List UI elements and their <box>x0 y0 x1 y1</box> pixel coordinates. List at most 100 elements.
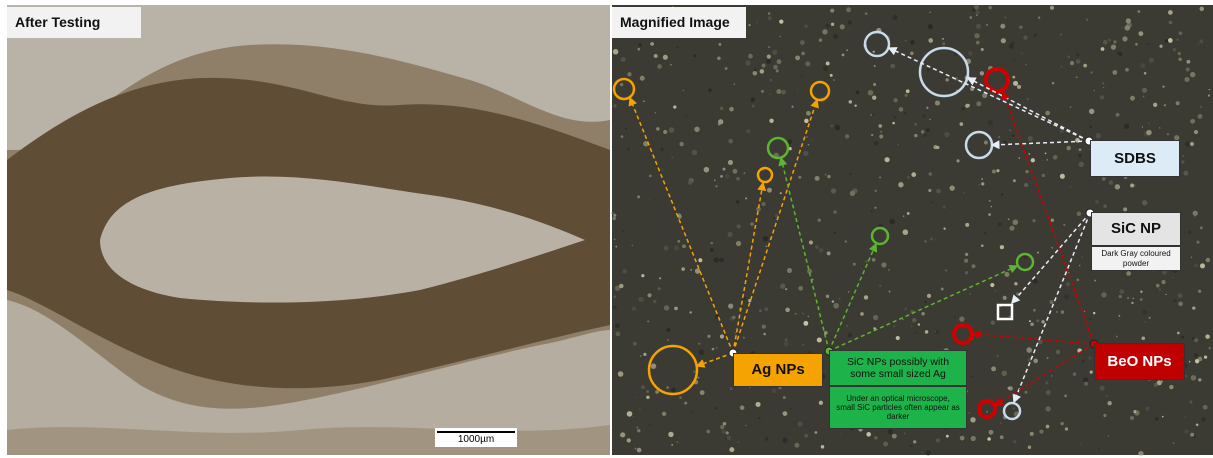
speckle <box>872 113 874 115</box>
speckle <box>682 244 686 248</box>
speckle <box>631 245 633 247</box>
speckle <box>743 172 745 174</box>
speckle <box>1162 86 1164 88</box>
speckle <box>1056 311 1058 313</box>
speckle <box>1158 288 1161 291</box>
speckle <box>1121 26 1123 28</box>
speckle <box>929 172 932 175</box>
speckle <box>890 219 896 225</box>
speckle <box>924 301 926 303</box>
speckle <box>804 434 808 438</box>
speckle <box>1183 171 1188 176</box>
speckle <box>892 434 897 439</box>
speckle <box>727 436 731 440</box>
speckle <box>910 40 914 44</box>
speckle <box>1118 319 1120 321</box>
speckle <box>806 111 811 116</box>
speckle <box>699 350 704 355</box>
speckle <box>1184 416 1186 418</box>
speckle <box>1143 96 1145 98</box>
speckle <box>1028 153 1030 155</box>
speckle <box>1051 247 1053 249</box>
speckle <box>893 15 898 20</box>
speckle <box>684 402 687 405</box>
speckle <box>1118 52 1122 56</box>
speckle <box>819 401 823 405</box>
speckle <box>726 431 729 434</box>
speckle <box>845 240 847 242</box>
speckle <box>760 69 764 73</box>
speckle <box>929 119 930 120</box>
speckle <box>960 436 965 441</box>
speckle <box>1177 332 1180 335</box>
speckle <box>776 89 781 94</box>
speckle <box>1076 76 1078 78</box>
speckle <box>1004 16 1007 19</box>
speckle <box>1067 55 1070 58</box>
speckle <box>1165 294 1166 295</box>
speckle <box>794 443 799 448</box>
speckle <box>840 434 841 435</box>
speckle <box>946 435 949 438</box>
speckle <box>1205 334 1210 339</box>
speckle <box>992 170 996 174</box>
speckle <box>906 89 910 93</box>
speckle <box>663 130 667 134</box>
speckle <box>874 141 879 146</box>
speckle <box>756 402 761 407</box>
speckle <box>638 48 641 51</box>
speckle <box>1178 52 1181 55</box>
speckle <box>762 202 766 206</box>
speckle <box>1194 264 1198 268</box>
speckle <box>1178 293 1183 298</box>
speckle <box>910 445 912 447</box>
speckle <box>826 62 830 66</box>
speckle <box>734 84 735 85</box>
speckle <box>1009 316 1011 318</box>
speckle <box>934 330 936 332</box>
speckle <box>614 296 616 298</box>
speckle <box>904 112 907 115</box>
speckle <box>870 114 872 116</box>
speckle <box>1080 358 1081 359</box>
speckle <box>1133 298 1134 299</box>
speckle <box>1190 401 1193 404</box>
speckle <box>846 7 851 12</box>
speckle <box>727 232 732 237</box>
speckle <box>636 397 637 398</box>
speckle <box>1135 43 1138 46</box>
speckle <box>1014 282 1017 285</box>
speckle <box>614 239 616 241</box>
speckle <box>935 100 940 105</box>
speckle <box>671 156 673 158</box>
speckle <box>720 175 723 178</box>
speckle <box>988 6 991 9</box>
speckle <box>756 21 758 23</box>
speckle <box>1093 312 1095 314</box>
speckle <box>667 339 668 340</box>
speckle <box>930 202 932 204</box>
panel-title: After Testing <box>7 7 141 38</box>
speckle <box>827 251 831 255</box>
speckle <box>666 386 669 389</box>
speckle <box>772 50 777 55</box>
speckle <box>1012 76 1015 79</box>
speckle <box>732 316 735 319</box>
speckle <box>695 268 700 273</box>
speckle <box>1029 320 1031 322</box>
speckle <box>1102 177 1106 181</box>
speckle <box>801 52 805 56</box>
speckle <box>620 432 625 437</box>
speckle <box>968 412 970 414</box>
speckle <box>785 338 788 341</box>
speckle <box>1140 290 1142 292</box>
speckle <box>674 307 678 311</box>
speckle <box>1086 18 1088 20</box>
speckle <box>1208 347 1211 350</box>
speckle <box>1194 130 1198 134</box>
speckle <box>872 96 876 100</box>
speckle <box>964 259 968 263</box>
speckle <box>802 344 803 345</box>
speckle <box>651 363 657 369</box>
speckle <box>718 43 721 46</box>
